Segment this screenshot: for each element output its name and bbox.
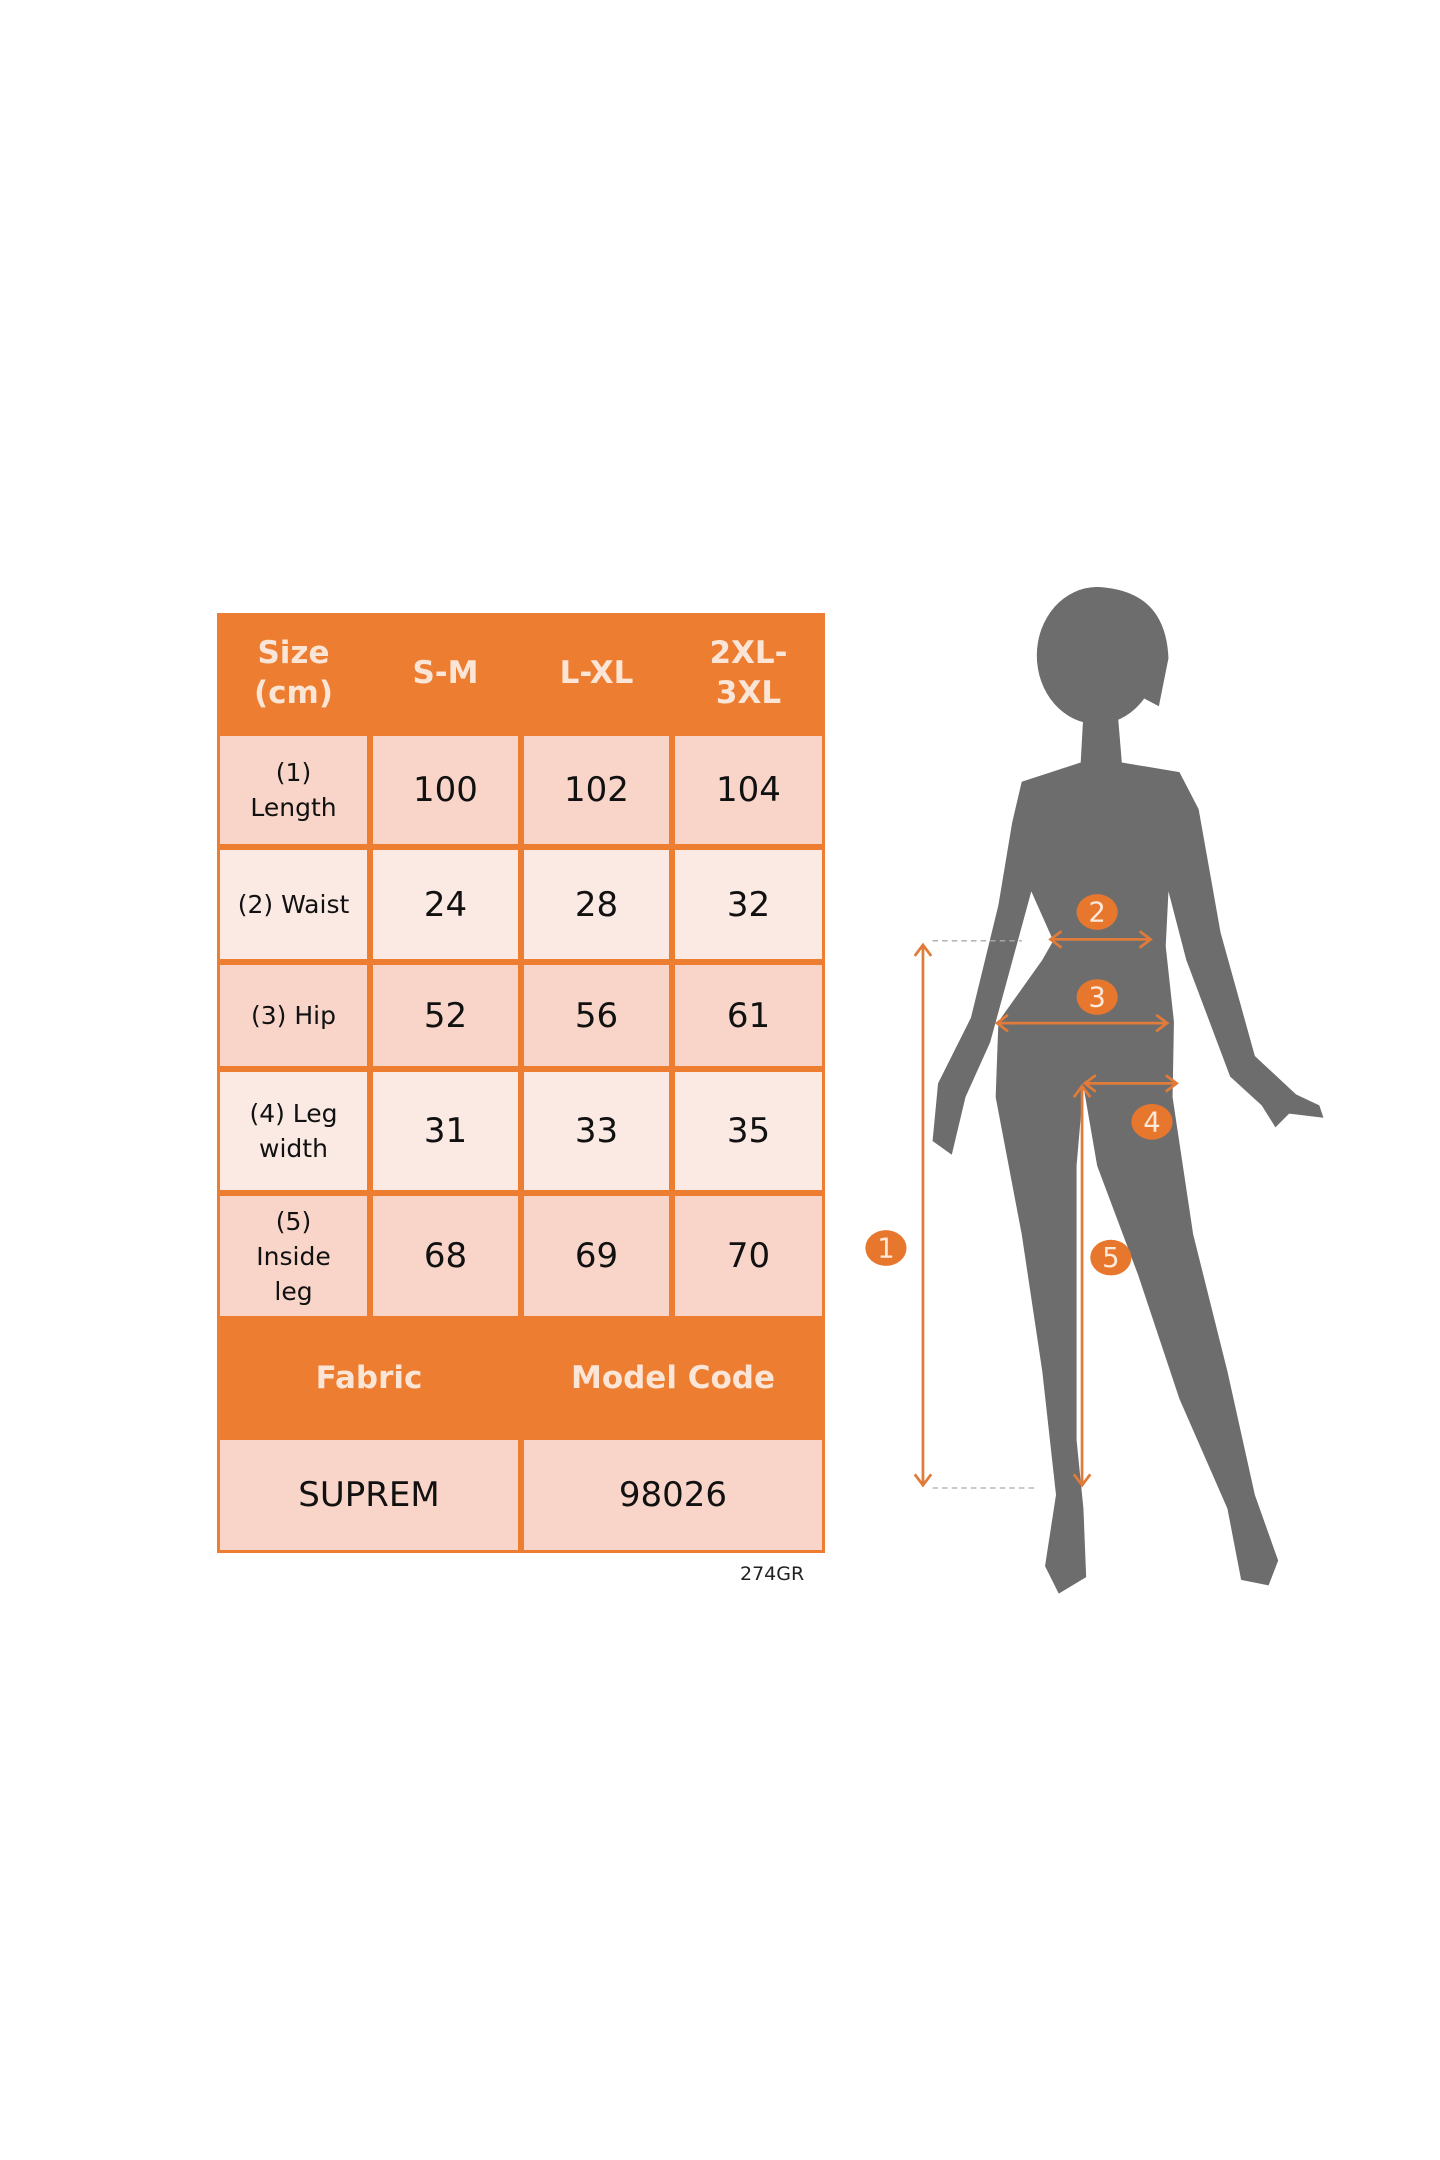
row-label: (5) Inside leg bbox=[220, 1196, 367, 1316]
product-code: 274GR bbox=[740, 1563, 805, 1585]
size-value: 28 bbox=[524, 850, 669, 959]
marker-circle bbox=[865, 1230, 907, 1266]
marker-circle bbox=[1090, 1239, 1132, 1276]
size-value: 35 bbox=[675, 1072, 822, 1190]
header-cell: Size (cm) bbox=[253, 634, 333, 711]
row-label: (4) Leg width bbox=[220, 1072, 367, 1190]
marker-circle bbox=[1076, 894, 1118, 930]
size-value: 68 bbox=[373, 1196, 518, 1316]
size-value: 33 bbox=[524, 1072, 669, 1190]
size-table: Size (cm) S-M L-XL 2XL- 3XL (1) Length 100 102… bbox=[217, 613, 825, 1553]
model-code-header: Model Code bbox=[570, 1359, 776, 1396]
model-code-value: 98026 bbox=[524, 1440, 822, 1550]
size-value: 32 bbox=[675, 850, 822, 959]
header-cell: 2XL- 3XL bbox=[709, 634, 788, 711]
woman-silhouette bbox=[932, 586, 1324, 1594]
marker-label: 1 bbox=[877, 1234, 894, 1265]
size-value: 70 bbox=[675, 1196, 822, 1316]
marker-circle bbox=[1076, 979, 1118, 1015]
size-value: 56 bbox=[524, 965, 669, 1066]
size-value: 24 bbox=[373, 850, 518, 959]
marker-circle bbox=[1131, 1104, 1173, 1140]
marker-label: 4 bbox=[1143, 1107, 1160, 1138]
marker-label: 2 bbox=[1088, 898, 1105, 929]
row-label: (2) Waist bbox=[220, 850, 367, 959]
fabric-value: SUPREM bbox=[220, 1440, 518, 1550]
size-value: 102 bbox=[524, 736, 669, 844]
size-value: 69 bbox=[524, 1196, 669, 1316]
fabric-header: Fabric bbox=[315, 1359, 423, 1396]
size-value: 104 bbox=[675, 736, 822, 844]
row-label: (3) Hip bbox=[220, 965, 367, 1066]
size-value: 61 bbox=[675, 965, 822, 1066]
row-label: (1) Length bbox=[220, 736, 367, 844]
size-value: 100 bbox=[373, 736, 518, 844]
size-value: 31 bbox=[373, 1072, 518, 1190]
marker-label: 5 bbox=[1102, 1243, 1119, 1274]
header-cell: L-XL bbox=[559, 654, 634, 691]
size-value: 52 bbox=[373, 965, 518, 1066]
header-cell: S-M bbox=[412, 654, 479, 691]
marker-label: 3 bbox=[1088, 983, 1105, 1014]
